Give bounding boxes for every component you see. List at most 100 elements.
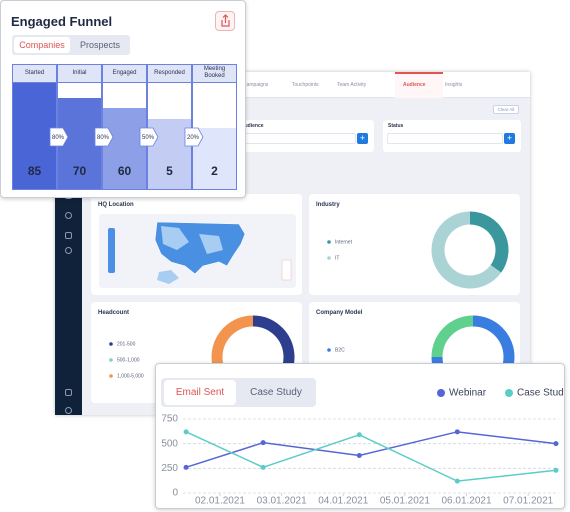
data-point bbox=[553, 441, 559, 447]
stage-name: Meeting Booked bbox=[203, 66, 226, 79]
conversion-tag: 80% bbox=[49, 127, 69, 147]
legend-dot bbox=[327, 240, 331, 244]
conversion-tag: 50% bbox=[139, 127, 159, 147]
nav-active bbox=[395, 72, 443, 98]
y-tick-label: 0 bbox=[172, 488, 178, 499]
card-title: Headcount bbox=[98, 310, 130, 316]
legend-label: 201-500 bbox=[117, 341, 136, 347]
sidebar-icon bbox=[65, 232, 72, 239]
color-scale bbox=[108, 228, 115, 273]
funnel-gap bbox=[58, 83, 101, 98]
tag-shape: 80% bbox=[94, 127, 114, 147]
legend-dot bbox=[437, 389, 445, 397]
stage-value: 60 bbox=[117, 164, 132, 178]
data-point bbox=[260, 440, 266, 446]
legend-dot bbox=[109, 374, 113, 378]
clear-button[interactable]: Clear All bbox=[493, 105, 519, 114]
data-point bbox=[183, 464, 189, 470]
tab[interactable]: Companies bbox=[14, 37, 70, 53]
data-point bbox=[454, 478, 460, 484]
x-tick-label: 03.01.2021 bbox=[257, 496, 307, 507]
legend-label: Case Study bbox=[517, 388, 564, 399]
filter-input bbox=[240, 133, 356, 144]
funnel-card: Engaged Funnel Companies Prospects Started 8… bbox=[0, 0, 246, 198]
y-tick-label: 250 bbox=[161, 463, 178, 474]
conversion-label: 80% bbox=[52, 135, 65, 141]
map-area bbox=[99, 214, 296, 288]
add-button[interactable]: + bbox=[357, 133, 368, 144]
donut-segment bbox=[431, 211, 502, 289]
zoom-control bbox=[281, 259, 292, 281]
sidebar-icon bbox=[65, 247, 72, 254]
donut-segment bbox=[431, 315, 474, 358]
legend-dot bbox=[109, 358, 113, 362]
tag-shape: 80% bbox=[49, 127, 69, 147]
funnel-gap bbox=[193, 83, 236, 128]
legend-label: Webinar bbox=[449, 388, 487, 399]
add-button[interactable]: + bbox=[504, 133, 515, 144]
tab[interactable]: Email Sent bbox=[164, 380, 236, 405]
x-tick-label: 07.01.2021 bbox=[503, 496, 553, 507]
sidebar-icon bbox=[65, 212, 72, 219]
x-tick-label: 02.01.2021 bbox=[195, 496, 245, 507]
legend-label: B2C bbox=[335, 347, 345, 353]
card-title: HQ Location bbox=[98, 202, 134, 208]
data-point bbox=[454, 429, 460, 435]
conversion-label: 20% bbox=[187, 135, 200, 141]
data-point bbox=[183, 429, 189, 435]
filter-label: Audience bbox=[241, 123, 264, 129]
filter-card: Status + bbox=[383, 120, 521, 152]
legend-dot bbox=[327, 348, 331, 352]
data-point bbox=[260, 464, 266, 470]
data-point bbox=[356, 432, 362, 438]
tab[interactable]: Prospects bbox=[79, 40, 121, 50]
legend-label: 1,000-5,000 bbox=[117, 373, 144, 379]
stage-name: Responded bbox=[154, 70, 185, 76]
chart-card: HQ Location bbox=[91, 194, 302, 295]
donut: Internet IT bbox=[327, 211, 509, 289]
x-tick-label: 05.01.2021 bbox=[380, 496, 430, 507]
card-title: Company Model bbox=[316, 310, 363, 316]
filter-card: Audience + bbox=[236, 120, 374, 152]
x-tick-label: 04.01.2021 bbox=[318, 496, 368, 507]
data-point bbox=[356, 453, 362, 459]
conversion-label: 50% bbox=[142, 135, 155, 141]
funnel-gap bbox=[103, 83, 146, 108]
series-line bbox=[185, 431, 557, 482]
share-icon bbox=[221, 14, 230, 27]
legend-dot bbox=[505, 389, 513, 397]
share-button[interactable] bbox=[215, 11, 235, 31]
tab[interactable]: Case Study bbox=[250, 387, 302, 398]
y-tick-label: 500 bbox=[161, 438, 178, 449]
legend-dot bbox=[109, 342, 113, 346]
donut-segment bbox=[469, 211, 509, 273]
map bbox=[108, 221, 292, 284]
nav-tab[interactable]: Insights bbox=[445, 82, 463, 88]
tag-outline bbox=[49, 127, 69, 147]
legend-label: Internet bbox=[335, 239, 353, 245]
chart-card: Industry Internet IT bbox=[309, 194, 520, 295]
nav-tab[interactable]: Campaigns bbox=[243, 82, 269, 88]
usa-map-detail bbox=[161, 226, 223, 254]
legend-label: IT bbox=[335, 255, 339, 261]
nav-tab[interactable]: Touchpoints bbox=[292, 82, 319, 88]
tag-shape: 20% bbox=[184, 127, 204, 147]
sidebar-icon bbox=[65, 389, 72, 396]
alaska bbox=[157, 270, 179, 284]
tag-shape: 50% bbox=[139, 127, 159, 147]
stage-value: 5 bbox=[166, 164, 173, 178]
stage-value: 2 bbox=[211, 164, 218, 178]
conversion-tag: 20% bbox=[184, 127, 204, 147]
line-card: 0 250 500 750 02.01.2021 03.01.2021 04.01.2021… bbox=[155, 363, 565, 509]
conversion-tag: 80% bbox=[94, 127, 114, 147]
nav-tab[interactable]: Team Activity bbox=[337, 82, 367, 88]
stage-name: Engaged bbox=[112, 70, 137, 76]
tag-outline bbox=[94, 127, 114, 147]
stage-name: Initial bbox=[72, 70, 87, 76]
funnel-gap bbox=[148, 83, 191, 119]
funnel-title: Engaged Funnel bbox=[11, 14, 113, 29]
card-title: Industry bbox=[316, 202, 340, 208]
nav-tab[interactable]: Audience bbox=[403, 82, 426, 88]
legend-label: 500-1,000 bbox=[117, 357, 140, 363]
